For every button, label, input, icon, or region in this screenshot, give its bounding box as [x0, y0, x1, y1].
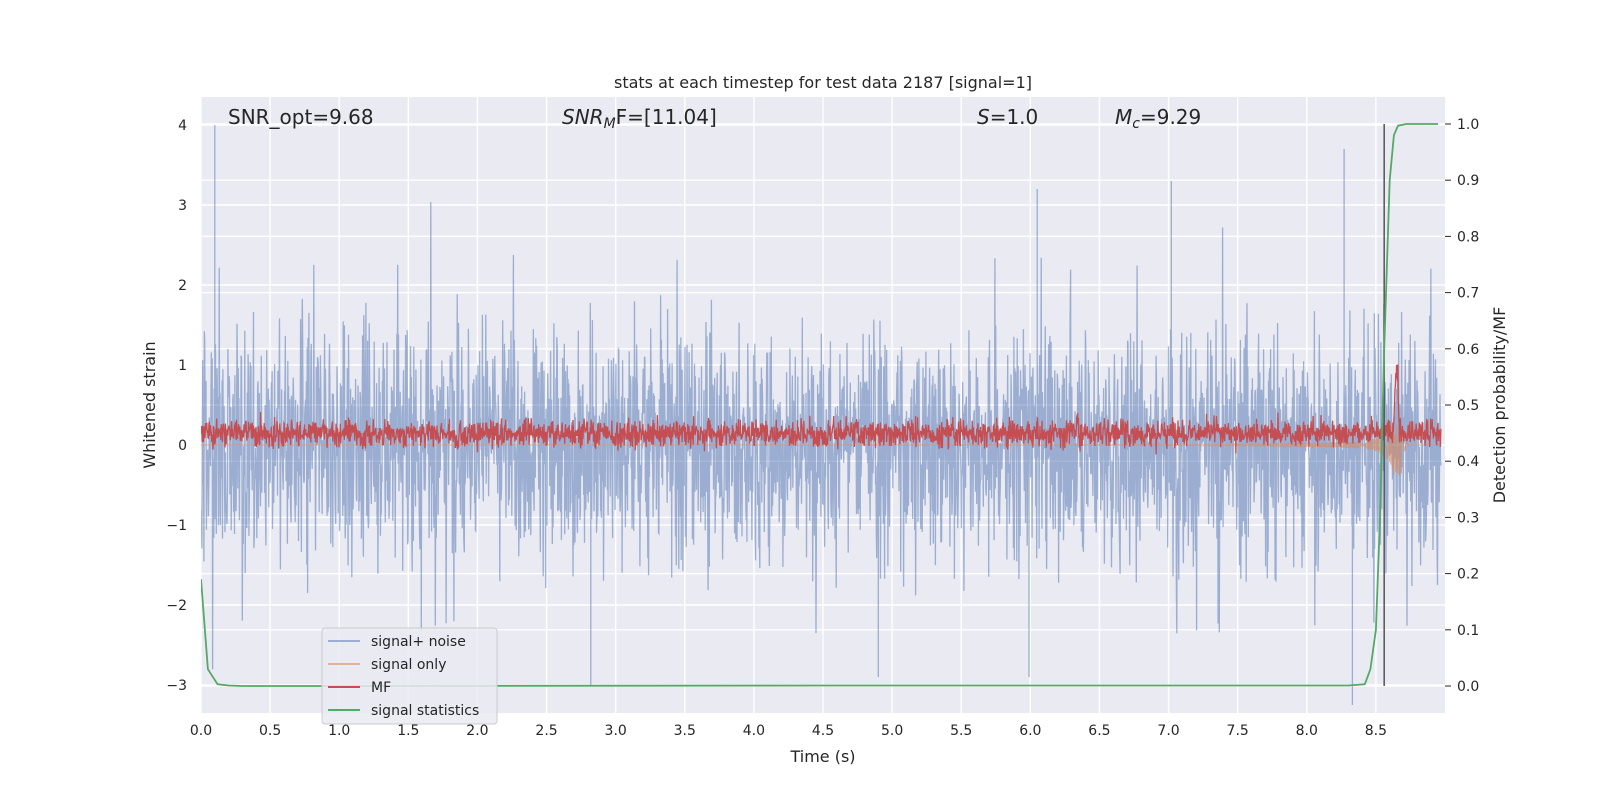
annotation-mc: Mc=9.29: [1115, 105, 1201, 132]
legend-label-mf: MF: [371, 680, 391, 696]
x-tick-label: 1.5: [397, 723, 419, 739]
annotation-snr-opt: SNR_opt=9.68: [228, 105, 374, 129]
x-tick-label: 2.5: [535, 723, 557, 739]
y-right-tick-label: 0.8: [1457, 229, 1479, 245]
chart-title: stats at each timestep for test data 218…: [614, 73, 1032, 92]
y-axis-left-label: Whitened strain: [140, 341, 159, 468]
y-left-tick-label: 3: [178, 198, 187, 214]
y-left-tick-label: 2: [178, 278, 187, 294]
x-tick-label: 7.0: [1157, 723, 1179, 739]
y-right-tick-label: 0.5: [1457, 398, 1479, 414]
y-axis-right-label: Detection probability/MF: [1490, 307, 1509, 504]
y-right-tick-label: 0.3: [1457, 510, 1479, 526]
y-right-tick-label: 0.7: [1457, 286, 1479, 302]
y-left-tick-label: −3: [166, 678, 187, 694]
legend-box: [321, 627, 498, 725]
y-left-tick-label: 4: [178, 118, 187, 134]
x-tick-label: 0.0: [190, 723, 212, 739]
x-tick-label: 3.5: [674, 723, 696, 739]
y-left-tick-label: −2: [166, 598, 187, 614]
series-signal-noise-line: [201, 125, 1442, 705]
x-tick-label: 7.5: [1227, 723, 1249, 739]
x-tick-label: 5.5: [950, 723, 972, 739]
y-left-tick-label: 0: [178, 438, 187, 454]
series-mf-line: [201, 364, 1442, 455]
y-left-tick-label: −1: [166, 518, 187, 534]
y-right-tick-label: 0.1: [1457, 623, 1479, 639]
x-tick-label: 4.5: [812, 723, 834, 739]
x-tick-label: 6.0: [1019, 723, 1041, 739]
legend-label-signal-noise: signal+ noise: [371, 634, 466, 650]
legend-label-signal-only: signal only: [371, 657, 446, 673]
x-tick-label: 0.5: [259, 723, 281, 739]
y-right-tick-label: 0.6: [1457, 342, 1479, 358]
x-tick-label: 8.5: [1365, 723, 1387, 739]
x-axis-label: Time (s): [789, 747, 855, 766]
y-left-tick-label: 1: [178, 358, 187, 374]
x-axis-ticks: 0.0 0.5 1.0 1.5 2.0 2.5 3.0 3.5 4.0 4.5 5.0 5.5 6.0 6…: [190, 723, 1387, 739]
y-axis-right-ticks: 1.0 0.9 0.8 0.7 0.6 0.5 0.4 0.3 0.2 0.1 0.0: [1445, 117, 1479, 695]
y-right-tick-label: 0.2: [1457, 567, 1479, 583]
y-right-tick-label: 1.0: [1457, 117, 1479, 133]
x-tick-label: 5.0: [881, 723, 903, 739]
series-signal-only-line: [201, 416, 1441, 477]
x-tick-label: 2.0: [466, 723, 488, 739]
y-right-tick-label: 0.0: [1457, 679, 1479, 695]
series-signal-statistics-line: [201, 123, 1439, 687]
legend-label-signal-statistics: signal statistics: [371, 703, 479, 719]
y-axis-left-ticks: 4 3 2 1 0 −1 −2 −3: [166, 118, 187, 694]
x-tick-label: 3.0: [605, 723, 627, 739]
annotation-snr-mf: SNRMF=[11.04]: [562, 105, 717, 132]
legend: signal+ noise signal only MF signal stat…: [321, 627, 498, 725]
x-tick-label: 4.0: [743, 723, 765, 739]
x-tick-label: 1.0: [328, 723, 350, 739]
x-tick-label: 6.5: [1088, 723, 1110, 739]
annotation-s: S=1.0: [977, 105, 1038, 129]
x-tick-label: 8.0: [1296, 723, 1318, 739]
y-right-tick-label: 0.4: [1457, 454, 1479, 470]
y-right-tick-label: 0.9: [1457, 173, 1479, 189]
